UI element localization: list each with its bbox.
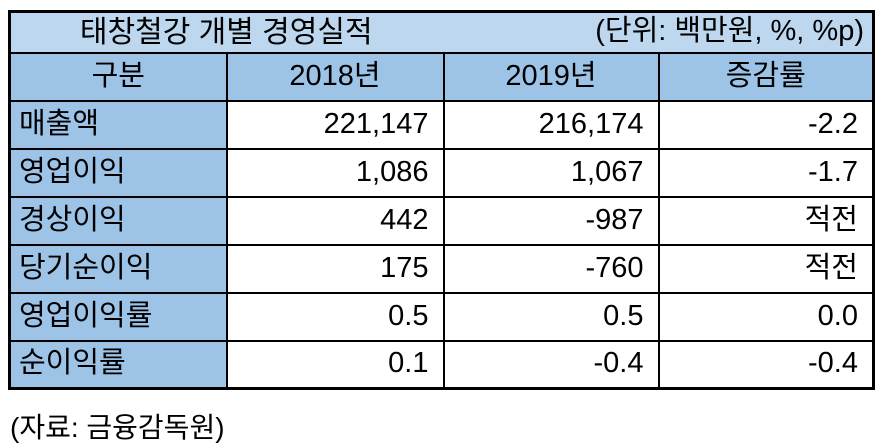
- column-header-change: 증감률: [657, 51, 875, 102]
- value-2018: 0.5: [225, 291, 445, 342]
- value-2019: -0.4: [442, 339, 660, 390]
- value-change: 적전: [657, 195, 875, 246]
- value-2018: 1,086: [225, 147, 445, 198]
- row-label: 경상이익: [8, 195, 228, 246]
- title-cell: 태창철강 개별 경영실적 (단위: 백만원, %, %p): [8, 10, 875, 54]
- table-row-revenue: 매출액 221,147 216,174 -2.2: [8, 99, 875, 150]
- title-row: 태창철강 개별 경영실적 (단위: 백만원, %, %p): [8, 10, 875, 54]
- source-note: (자료: 금융감독원): [10, 412, 225, 443]
- value-change: -0.4: [657, 339, 875, 390]
- value-2019: 216,174: [442, 99, 660, 150]
- value-2019: -987: [442, 195, 660, 246]
- value-2018: 0.1: [225, 339, 445, 390]
- value-change: 0.0: [657, 291, 875, 342]
- column-header-2018: 2018년: [225, 51, 445, 102]
- column-header-2019: 2019년: [442, 51, 660, 102]
- table-title: 태창철강 개별 경영실적: [79, 15, 373, 49]
- value-change: 적전: [657, 243, 875, 294]
- value-2019: 0.5: [442, 291, 660, 342]
- table-row-operating-profit: 영업이익 1,086 1,067 -1.7: [8, 147, 875, 198]
- value-2018: 221,147: [225, 99, 445, 150]
- unit-note: (단위: 백만원, %, %p): [595, 15, 864, 48]
- value-change: -1.7: [657, 147, 875, 198]
- row-label: 당기순이익: [8, 243, 228, 294]
- value-2019: 1,067: [442, 147, 660, 198]
- column-header-category: 구분: [8, 51, 228, 102]
- value-2018: 175: [225, 243, 445, 294]
- value-change: -2.2: [657, 99, 875, 150]
- row-label: 매출액: [8, 99, 228, 150]
- table-row-net-margin: 순이익률 0.1 -0.4 -0.4: [8, 339, 875, 390]
- table-row-ordinary-profit: 경상이익 442 -987 적전: [8, 195, 875, 246]
- row-label: 순이익률: [8, 339, 228, 390]
- value-2019: -760: [442, 243, 660, 294]
- header-row: 구분 2018년 2019년 증감률: [8, 51, 875, 102]
- financial-results-table: 태창철강 개별 경영실적 (단위: 백만원, %, %p) 구분 2018년 2…: [8, 10, 875, 390]
- table-row-net-income: 당기순이익 175 -760 적전: [8, 243, 875, 294]
- row-label: 영업이익률: [8, 291, 228, 342]
- table-row-operating-margin: 영업이익률 0.5 0.5 0.0: [8, 291, 875, 342]
- row-label: 영업이익: [8, 147, 228, 198]
- value-2018: 442: [225, 195, 445, 246]
